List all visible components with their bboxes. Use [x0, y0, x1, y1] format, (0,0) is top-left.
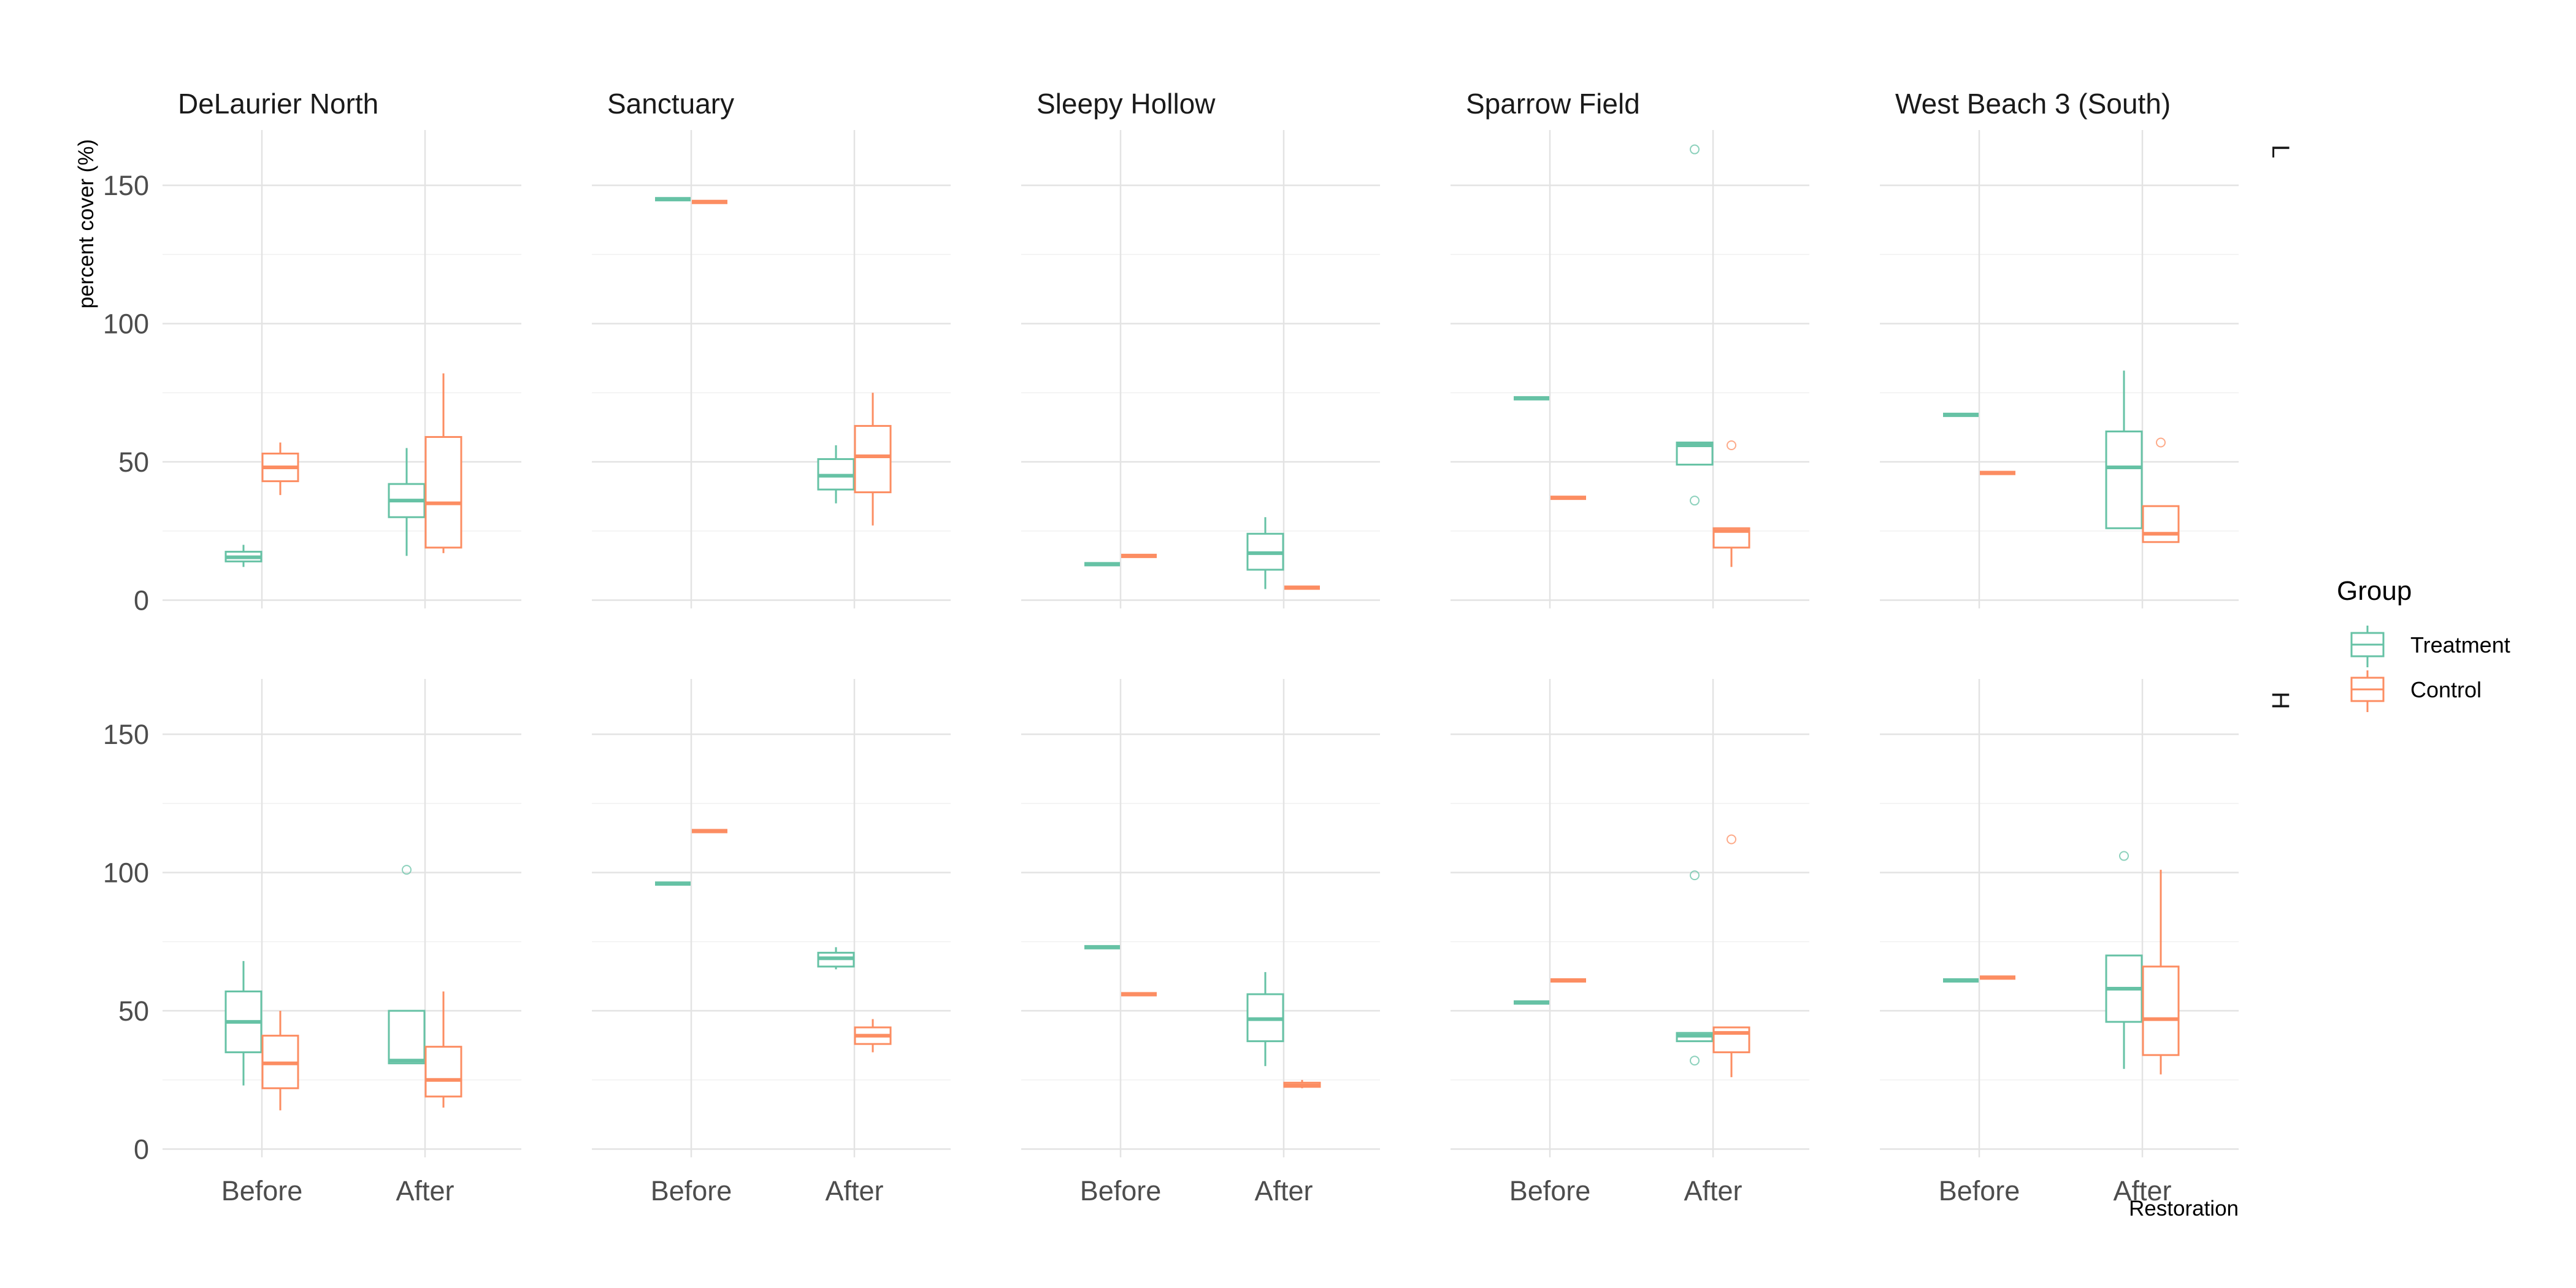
outlier-point [1727, 834, 1736, 845]
panel [1451, 130, 1809, 608]
outlier-point [402, 865, 412, 875]
y-tick-label: 50 [118, 447, 149, 478]
box-treatment [1676, 144, 1714, 506]
row-strip-label: L [2267, 145, 2294, 158]
box-treatment [817, 445, 855, 504]
panels-layer: 0 50 100 150 0 50 100 150 Before After Before After… [103, 130, 2239, 1206]
box-treatment [388, 448, 426, 556]
box-treatment [224, 960, 263, 1086]
legend: Group Treatment Control [2337, 576, 2510, 712]
facet-title: Sleepy Hollow [1037, 88, 1216, 120]
outlier-point [1690, 144, 1700, 155]
x-tick-label: Before [221, 1175, 303, 1206]
outlier-point [1727, 440, 1736, 450]
row-strip-label: H [2267, 692, 2294, 710]
x-tick-label: Before [1509, 1175, 1591, 1206]
x-tick-label: After [396, 1175, 454, 1206]
outlier-point [1690, 870, 1700, 881]
facet-title: West Beach 3 (South) [1895, 88, 2171, 120]
facet-title: Sparrow Field [1466, 88, 1640, 120]
box-treatment [224, 545, 263, 567]
box-iqr [2142, 965, 2180, 1056]
box-control [1712, 834, 1750, 1078]
legend-entry: Control [2350, 670, 2482, 712]
box-treatment [1676, 870, 1714, 1066]
box-control [1712, 440, 1750, 567]
box-control [2142, 437, 2180, 543]
panel [1021, 130, 1380, 608]
legend-label: Control [2410, 677, 2482, 702]
box-treatment [1246, 517, 1284, 589]
legend-label: Treatment [2410, 632, 2510, 657]
box-treatment [2105, 851, 2143, 1069]
y-tick-label: 100 [103, 309, 149, 340]
panel: Before After [592, 679, 951, 1206]
y-tick-label: 150 [103, 719, 149, 750]
panel: Before After [1451, 679, 1809, 1206]
box-control [854, 393, 892, 526]
panel: 0 50 100 150 Before After [103, 679, 521, 1206]
y-tick-label: 0 [134, 1133, 149, 1165]
outlier-point [2156, 437, 2166, 448]
box-control [261, 442, 299, 496]
legend-title: Group [2337, 576, 2412, 606]
box-iqr [424, 1046, 462, 1098]
facet-title: Sanctuary [607, 88, 734, 120]
y-tick-label: 100 [103, 857, 149, 889]
panel: Before After [1021, 679, 1380, 1206]
box-treatment [388, 865, 426, 1065]
box-iqr [388, 1010, 426, 1065]
box-treatment [1246, 972, 1284, 1067]
box-iqr [854, 424, 892, 494]
panel [1880, 130, 2239, 608]
outlier-point [1690, 496, 1700, 506]
facet-title: DeLaurier North [178, 88, 378, 120]
box-control [2142, 870, 2180, 1075]
y-tick-label: 0 [134, 585, 149, 616]
box-treatment [2105, 370, 2143, 529]
panel: Before After [1880, 679, 2239, 1206]
box-control [261, 1011, 299, 1111]
x-tick-label: Before [651, 1175, 732, 1206]
x-tick-label: Before [1939, 1175, 2020, 1206]
x-tick-label: After [1684, 1175, 1742, 1206]
facet-titles: DeLaurier North Sanctuary Sleepy Hollow Spa… [178, 88, 2171, 120]
row-strip-labels: LH [2267, 145, 2294, 710]
x-tick-label: Before [1080, 1175, 1162, 1206]
x-tick-label: After [2113, 1175, 2171, 1206]
outlier-point [1690, 1056, 1700, 1066]
panel: 0 50 100 150 [103, 130, 521, 616]
panel [592, 130, 951, 608]
box-control [1283, 1079, 1321, 1089]
box-iqr [424, 435, 462, 549]
box-control [424, 991, 462, 1108]
box-control [854, 1019, 892, 1052]
box-control [424, 373, 462, 553]
y-tick-label: 50 [118, 995, 149, 1027]
x-axis-title: Restoration [2129, 1197, 2239, 1221]
y-axis-title: percent cover (%) [74, 139, 98, 309]
legend-entry: Treatment [2350, 626, 2510, 667]
legend-entries: Treatment Control [2350, 626, 2510, 712]
x-tick-label: After [825, 1175, 883, 1206]
box-iqr [2105, 430, 2143, 529]
box-treatment [817, 947, 855, 970]
outlier-point [2119, 851, 2129, 861]
box-iqr [2142, 505, 2180, 543]
x-tick-label: After [1254, 1175, 1313, 1206]
y-tick-label: 150 [103, 170, 149, 201]
